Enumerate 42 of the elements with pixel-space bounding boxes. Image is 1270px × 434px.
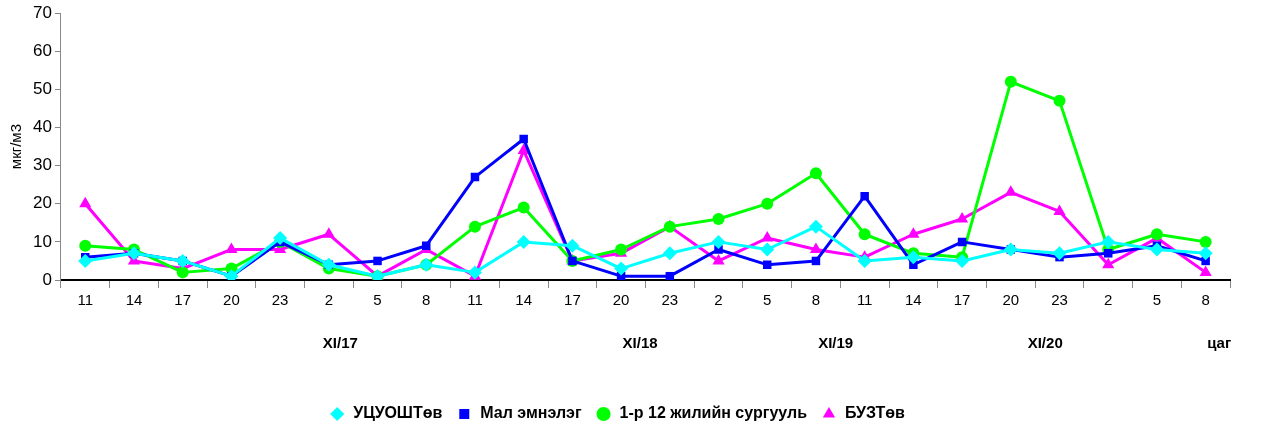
y-tick-label: 50 [32, 79, 52, 99]
legend-label: Мал эмнэлэг [480, 404, 582, 422]
text: XI/19 [818, 334, 854, 352]
legend-label: 1-р 12 жилийн сургууль [619, 404, 808, 422]
x-tick-label: 20 [223, 291, 240, 309]
x-tick-label: 5 [373, 291, 382, 309]
x-tick-label: 8 [811, 291, 821, 309]
x-tick-label: 17 [953, 291, 971, 309]
x-tick-label: 23 [661, 291, 679, 309]
x-tick-label: 14 [125, 291, 143, 309]
x-tick-label: 11 [467, 291, 483, 309]
x-tick-label: 11 [77, 291, 94, 309]
text: XI/20 [1027, 334, 1063, 352]
x-tick-label: 17 [174, 291, 192, 309]
x-tick-label: 23 [271, 291, 289, 309]
text: XI/17 [322, 334, 358, 352]
x-tick-label: 8 [422, 291, 431, 309]
x-tick-label: 14 [515, 291, 533, 309]
legend-label: БУЗТөв [844, 404, 905, 422]
y-tick-label: 10 [32, 231, 52, 251]
x-tick-label: 11 [856, 291, 873, 309]
x-tick-label: 2 [324, 291, 333, 309]
y-tick-label: 60 [32, 41, 52, 60]
x-axis-title: цаг [1207, 334, 1232, 352]
y-tick-label: 0 [42, 269, 52, 289]
legend-label: УЦУОШТөв [353, 404, 443, 422]
x-tick-label: 23 [1051, 291, 1068, 309]
text: XI/18 [622, 334, 658, 352]
x-tick-label: 20 [1002, 291, 1020, 309]
x-tick-label: 20 [612, 291, 630, 309]
x-tick-label: 17 [564, 291, 581, 309]
x-tick-label: 2 [714, 291, 723, 309]
y-tick-label: 40 [32, 117, 52, 137]
y-tick-label: 30 [32, 155, 52, 175]
x-tick-label: 2 [1104, 291, 1113, 309]
x-tick-label: 5 [763, 291, 772, 309]
y-tick-label: 20 [32, 193, 52, 213]
x-tick-label: 8 [1201, 291, 1210, 309]
y-tick-label: 70 [32, 2, 52, 22]
x-tick-label: 5 [1152, 291, 1162, 309]
x-tick-label: 14 [905, 291, 922, 309]
y-axis-title: мкг/м3 [7, 124, 25, 170]
